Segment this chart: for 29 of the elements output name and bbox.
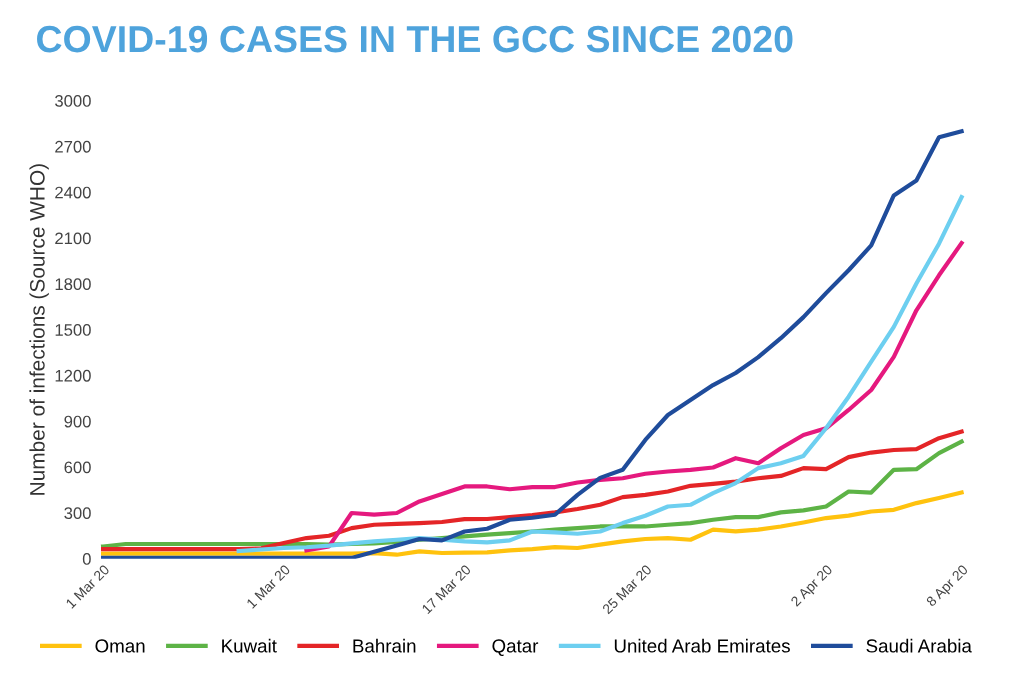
- legend-label: Oman: [95, 639, 145, 653]
- y-tick-label: 300: [64, 507, 91, 520]
- legend-label: Bahrain: [353, 638, 416, 653]
- y-tick-label: 0: [82, 553, 91, 565]
- legend-label: Saudi Arabia: [866, 638, 972, 653]
- y-tick-label: 1200: [55, 369, 91, 382]
- line-series: [101, 490, 964, 557]
- y-tick-label: 1800: [55, 278, 91, 291]
- x-tick-label: 2 Apr 20: [790, 564, 835, 609]
- y-tick-label: 600: [64, 461, 91, 474]
- legend-label: Qatar: [492, 639, 539, 656]
- y-tick-label: 1500: [55, 324, 91, 336]
- line-series: [236, 195, 964, 554]
- y-tick-label: 2400: [55, 186, 91, 199]
- y-tick-label: 900: [64, 415, 91, 428]
- y-tick-label: 3000: [55, 95, 91, 107]
- line-series: [304, 240, 964, 553]
- legend-label: Kuwait: [222, 638, 277, 653]
- chart-title: COVID-19 CASES IN THE GCC SINCE 2020: [37, 25, 793, 53]
- x-tick-label: 17 Mar 20: [421, 564, 472, 615]
- y-axis-title: Number of infections (Source WHO): [29, 164, 49, 495]
- y-tick-label: 2700: [55, 140, 91, 153]
- x-tick-label: 1 Mar 20: [65, 564, 110, 609]
- y-tick-label: 2100: [55, 232, 91, 245]
- x-tick-label: 1 Mar 20: [246, 564, 291, 609]
- x-tick-label: 8 Apr 20: [925, 564, 971, 609]
- x-tick-label: 25 Mar 20: [601, 564, 653, 615]
- legend-label: United Arab Emirates: [614, 638, 790, 653]
- line-series: [101, 129, 964, 559]
